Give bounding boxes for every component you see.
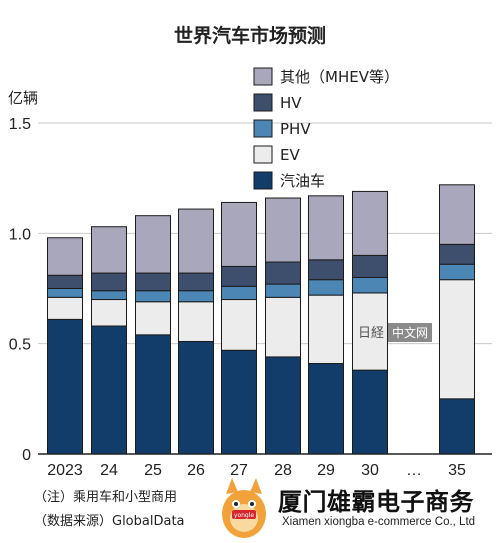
bar-segment [91,226,127,274]
bar-segment [308,363,344,455]
bar-segment [47,296,83,320]
bar-segment [221,265,257,287]
bar-segment [178,272,214,292]
bar-stack [439,184,475,455]
chart-title: 世界汽车市场预测 [174,24,326,47]
bar-segment [91,325,127,455]
y-tick-label: 1.0 [9,226,31,243]
bar-segment [135,334,171,455]
bar-segment [265,261,301,285]
bar-segment [352,369,388,455]
brand-watermark-subtitle: Xiamen xiongba e-commerce Co., Ltd [282,516,476,528]
x-tick-label: … [406,462,422,479]
bar-stack [178,208,214,455]
bar-segment [135,301,171,336]
bar-segment [308,279,344,296]
bar-stack [265,197,301,455]
bar-segment [135,215,171,274]
x-tick-label: 29 [317,462,335,479]
legend-label: HV [280,94,302,112]
brand-watermark: 厦门雄霸电子商务 [278,488,474,516]
footnote-source: （数据来源）GlobalData [34,514,185,529]
x-tick-label: 26 [187,462,205,479]
y-tick-label: 1.5 [9,116,31,133]
bar-stack [221,201,257,455]
x-tick-label: 2023 [47,462,83,479]
bar-segment [352,254,388,278]
bar-stack [308,195,344,455]
y-tick-labels: 0 0.5 1.0 1.5 [9,116,31,464]
bar-segment [221,285,257,301]
x-tick-label: 27 [230,462,248,479]
bar-segment [178,301,214,342]
x-tick-label: 24 [100,462,118,479]
bar-stack [47,237,83,455]
bar-stack [352,190,388,455]
bar-segment [135,290,171,303]
bar-segment [352,190,388,256]
x-tick-label: 28 [274,462,292,479]
bar-segment [265,296,301,358]
x-tick-labels: 2023 24 25 26 27 28 29 30 … 35 [47,462,466,479]
legend-label: 其他（MHEV等） [280,68,399,86]
bar-segment [221,201,257,267]
bar-stack [135,215,171,455]
bar-segment [308,195,344,261]
nikkei-logo-watermark: 日経 中文网 [358,322,433,342]
logo-mark: 日経 [358,326,385,341]
bar-segment [265,197,301,263]
x-tick-label: 30 [361,462,379,479]
logo-text: 中文网 [388,323,433,342]
bar-segment [352,276,388,294]
bar-segment [439,243,475,265]
bar-segment [47,237,83,276]
legend-swatch [253,93,273,112]
y-tick-label: 0 [22,447,31,464]
legend-label: PHV [280,120,311,138]
bar-segment [439,279,475,400]
bar-segment [47,318,83,455]
bar-segment [178,290,214,303]
legend-swatch [253,67,273,86]
bar-segment [221,299,257,351]
svg-text:yongle: yongle [234,512,255,519]
bar-segment [47,288,83,298]
bar-segment [47,274,83,290]
bar-segment [439,184,475,245]
x-tick-label: 25 [144,462,162,479]
y-axis-label: 亿辆 [8,89,38,107]
footnote-note: （注）乘用车和小型商用 [34,490,178,505]
bar-segment [308,294,344,365]
y-tick-label: 0.5 [9,337,31,354]
mascot-icon: yongle [222,478,266,538]
legend-label: 汽油车 [280,172,325,190]
bar-segment [439,398,475,455]
bar-segment [91,299,127,327]
bar-stack [91,226,127,455]
legend-swatch [253,171,273,190]
bar-segment [308,259,344,281]
bar-segment [91,290,127,301]
legend: 其他（MHEV等） HV PHV EV 汽油车 [253,67,399,190]
bars [47,184,475,455]
bar-segment [178,208,214,274]
legend-swatch [253,145,273,164]
bar-segment [221,349,257,455]
bar-segment [265,356,301,455]
bar-segment [135,272,171,292]
bar-segment [265,283,301,298]
x-tick-label: 35 [448,462,466,479]
bar-segment [91,272,127,292]
bar-segment [178,340,214,455]
legend-label: EV [280,146,300,164]
bar-segment [439,263,475,281]
legend-swatch [253,119,273,138]
